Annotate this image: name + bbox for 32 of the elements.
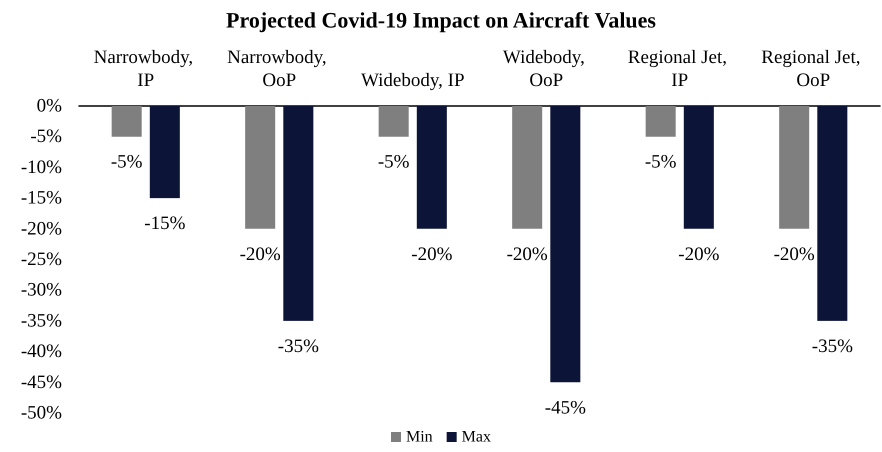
data-label: -20% — [411, 244, 453, 265]
x-tick-label: Widebody, OoP — [502, 47, 590, 91]
data-label: -35% — [278, 336, 320, 357]
y-tick-label: -35% — [20, 310, 62, 332]
y-tick-label: -15% — [20, 188, 62, 209]
x-tick-label: Narrowbody, IP — [94, 47, 198, 91]
legend-label: Max — [462, 428, 491, 446]
x-tick-label: Regional Jet, OoP — [761, 47, 866, 91]
x-tick-label: Regional Jet, IP — [628, 47, 732, 91]
data-label: -5% — [110, 152, 143, 173]
y-tick-label: -10% — [20, 156, 62, 178]
data-label: -20% — [240, 244, 281, 265]
data-label: -35% — [812, 336, 854, 357]
y-tick-label: -40% — [20, 341, 62, 362]
x-tick-label: Narrowbody, OoP — [227, 47, 332, 91]
data-label: -5% — [378, 152, 410, 173]
data-label: -5% — [644, 152, 677, 173]
data-label: -20% — [678, 244, 720, 265]
y-tick-label: -30% — [20, 280, 62, 301]
chart-title: Projected Covid-19 Impact on Aircraft Values — [226, 8, 656, 32]
y-tick-label: -20% — [20, 218, 62, 240]
y-tick-label: 0% — [36, 96, 62, 116]
y-tick-label: -25% — [20, 249, 62, 270]
data-label: -45% — [544, 397, 586, 418]
data-label: -20% — [506, 244, 548, 265]
y-tick-label: -50% — [20, 402, 62, 424]
y-tick-label: -45% — [20, 372, 62, 393]
y-tick-label: -5% — [30, 126, 62, 148]
x-tick-label: Widebody, IP — [360, 70, 465, 91]
data-label: -15% — [144, 213, 186, 234]
legend-label: Min — [406, 428, 433, 446]
data-label: -20% — [774, 244, 815, 265]
